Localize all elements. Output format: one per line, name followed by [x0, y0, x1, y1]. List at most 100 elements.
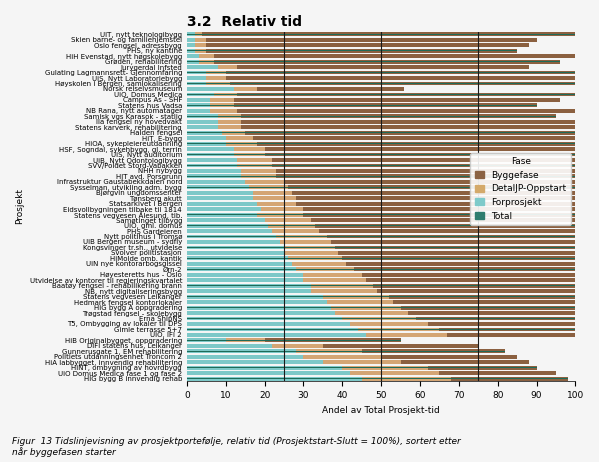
Bar: [187, 87, 234, 91]
X-axis label: Andel av Total Prosjekt-tid: Andel av Total Prosjekt-tid: [322, 406, 440, 415]
Bar: [241, 169, 276, 173]
Bar: [292, 262, 346, 266]
Bar: [237, 158, 273, 162]
Bar: [245, 131, 576, 134]
Bar: [187, 32, 195, 36]
Bar: [206, 82, 229, 85]
Bar: [350, 371, 440, 375]
Bar: [428, 322, 576, 326]
Bar: [362, 273, 576, 277]
Bar: [284, 180, 576, 184]
Bar: [187, 235, 276, 238]
Bar: [187, 273, 304, 277]
Bar: [187, 240, 280, 244]
Bar: [381, 355, 517, 359]
Bar: [315, 224, 576, 227]
Bar: [206, 71, 226, 74]
Bar: [257, 202, 296, 206]
Bar: [187, 284, 311, 288]
Bar: [226, 76, 576, 80]
Bar: [187, 43, 195, 47]
Bar: [296, 267, 354, 271]
Bar: [187, 152, 234, 157]
Bar: [304, 273, 362, 277]
Bar: [187, 147, 234, 151]
Bar: [311, 284, 373, 288]
Bar: [187, 136, 226, 140]
Bar: [273, 164, 576, 167]
Bar: [199, 60, 214, 64]
Bar: [265, 339, 401, 342]
Bar: [237, 65, 529, 69]
Bar: [187, 65, 218, 69]
Bar: [210, 109, 237, 113]
Bar: [342, 316, 416, 321]
Bar: [273, 158, 576, 162]
Bar: [358, 328, 440, 331]
Bar: [218, 120, 241, 124]
Bar: [451, 377, 568, 381]
Bar: [265, 152, 576, 157]
Bar: [218, 125, 241, 129]
Bar: [261, 207, 304, 211]
Bar: [234, 98, 560, 102]
Bar: [234, 103, 537, 107]
Bar: [218, 115, 241, 118]
Bar: [187, 218, 265, 222]
Bar: [187, 289, 311, 293]
Bar: [187, 76, 206, 80]
Bar: [187, 82, 206, 85]
Bar: [226, 136, 253, 140]
Bar: [206, 43, 529, 47]
Bar: [187, 278, 304, 282]
Bar: [323, 360, 401, 364]
Bar: [409, 311, 576, 315]
Bar: [350, 322, 428, 326]
Bar: [296, 349, 362, 353]
Bar: [304, 278, 365, 282]
Bar: [280, 240, 331, 244]
Bar: [354, 267, 576, 271]
Bar: [401, 360, 529, 364]
Bar: [257, 213, 304, 217]
Bar: [187, 213, 257, 217]
Bar: [241, 175, 276, 178]
Bar: [187, 191, 253, 195]
Bar: [187, 366, 342, 370]
Bar: [187, 349, 296, 353]
Bar: [187, 71, 206, 74]
Bar: [234, 152, 265, 157]
Bar: [187, 38, 195, 42]
Bar: [187, 125, 218, 129]
Bar: [389, 295, 576, 298]
Bar: [187, 355, 304, 359]
Bar: [195, 38, 206, 42]
Bar: [187, 224, 268, 227]
Bar: [187, 267, 296, 271]
Bar: [187, 229, 273, 233]
Bar: [195, 49, 206, 53]
Bar: [187, 92, 214, 97]
Bar: [304, 355, 381, 359]
Bar: [331, 240, 576, 244]
Bar: [311, 289, 377, 293]
Bar: [187, 131, 222, 134]
Bar: [334, 245, 576, 249]
Bar: [377, 289, 576, 293]
Bar: [338, 251, 576, 255]
Bar: [273, 344, 323, 348]
Bar: [401, 306, 576, 310]
Bar: [334, 311, 409, 315]
Bar: [187, 115, 218, 118]
Bar: [276, 175, 576, 178]
Bar: [210, 103, 234, 107]
Bar: [241, 115, 556, 118]
Bar: [187, 256, 288, 260]
Bar: [187, 300, 327, 304]
Bar: [187, 371, 350, 375]
Bar: [199, 54, 214, 58]
Bar: [187, 180, 245, 184]
Bar: [187, 109, 210, 113]
Bar: [195, 43, 206, 47]
Bar: [202, 32, 576, 36]
